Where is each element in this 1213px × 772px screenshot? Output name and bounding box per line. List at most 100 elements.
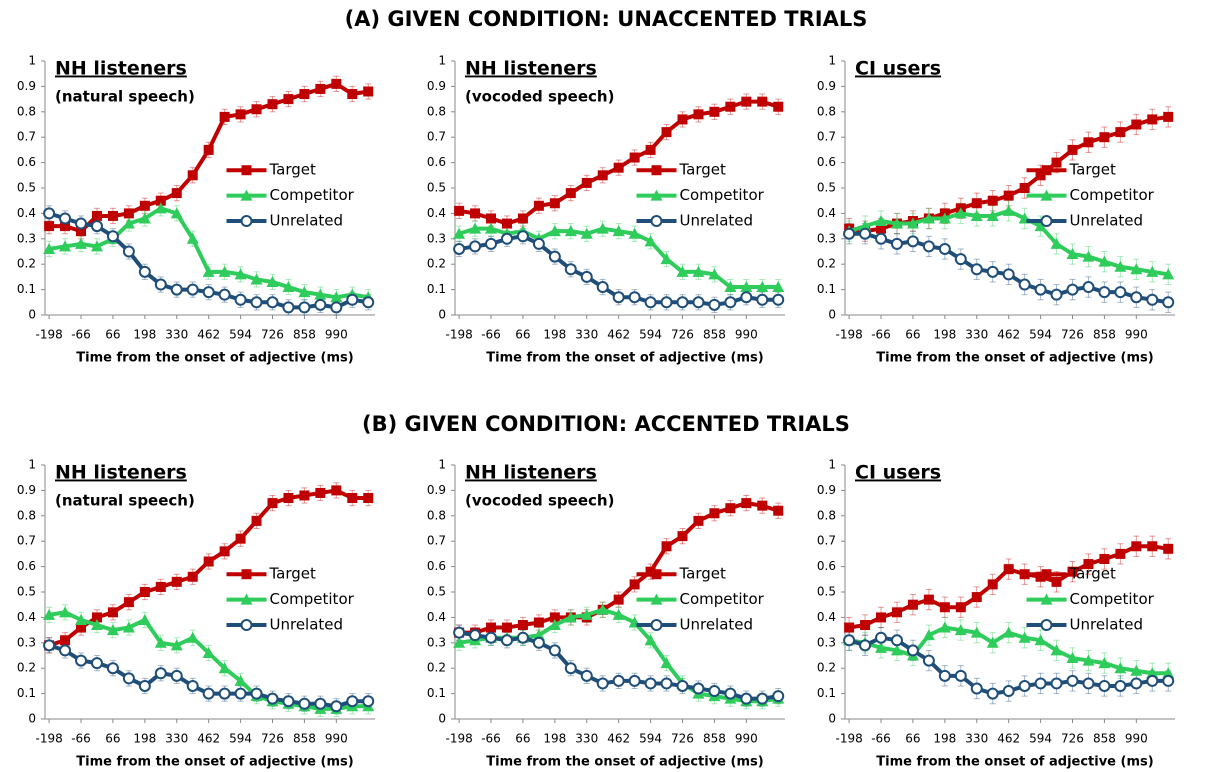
y-tick-label: 0.7 [17,534,36,548]
marker [1162,674,1175,687]
marker [596,677,609,690]
marker [1002,204,1015,216]
marker [202,687,215,700]
marker [170,639,183,651]
marker [187,571,198,582]
marker [549,198,560,209]
marker [922,654,935,667]
marker [692,296,705,309]
marker [773,505,784,516]
marker [1131,541,1142,552]
marker [876,223,887,234]
marker [772,690,785,703]
marker [75,217,88,230]
marker [517,213,528,224]
marker [1099,553,1110,564]
legend-label: Target [679,565,727,583]
y-tick-label: 0.5 [427,585,446,599]
marker [740,291,753,304]
y-tick-label: 0.3 [427,635,446,649]
marker [43,639,56,652]
marker [485,222,498,234]
marker [1051,576,1062,587]
marker [267,99,278,110]
marker [186,679,199,692]
marker [725,503,736,514]
legend-label: Competitor [680,186,765,204]
marker [613,162,624,173]
section-heading: (B) GIVEN CONDITION: ACCENTED TRIALS [362,412,850,436]
marker [533,200,544,211]
x-tick-label: -66 [481,328,501,342]
legend-label: Competitor [680,590,765,608]
marker [1066,652,1079,664]
x-axis-label: Time from the onset of adjective (ms) [76,351,353,366]
marker [580,227,593,239]
marker [676,296,689,309]
marker [251,104,262,115]
marker [580,669,593,682]
marker [922,240,935,253]
y-tick-label: 0.3 [427,231,446,245]
legend-label: Target [1069,565,1117,583]
y-tick-label: 0.7 [427,130,446,144]
marker [202,265,215,277]
x-tick-label: 198 [543,732,566,746]
marker [155,581,166,592]
marker [1147,541,1158,552]
marker [661,127,672,138]
marker [122,672,135,685]
marker [1002,268,1015,281]
y-tick-label: 0.4 [17,206,36,220]
x-axis-label: Time from the onset of adjective (ms) [76,755,353,770]
marker [453,227,466,239]
marker [923,594,934,605]
panel-title: CI users [855,462,941,484]
marker [59,212,72,225]
legend-marker [241,569,252,580]
x-axis-label: Time from the onset of adjective (ms) [876,351,1153,366]
marker [660,296,673,309]
y-tick-label: 0 [28,712,36,726]
marker [219,546,230,557]
marker [1115,127,1126,138]
marker [75,654,88,667]
y-tick-label: 0.9 [427,79,446,93]
marker [44,221,55,232]
marker [596,281,609,294]
x-tick-label: -198 [835,732,862,746]
marker [890,644,903,656]
legend-marker [650,215,663,228]
marker [314,298,327,311]
x-tick-label: 66 [905,328,920,342]
y-tick-label: 0.1 [427,282,446,296]
marker [938,669,951,682]
x-tick-label: -198 [445,732,472,746]
marker [677,114,688,125]
marker [1098,657,1111,669]
marker [1018,631,1031,643]
marker [1130,664,1143,676]
marker [938,212,951,224]
marker [330,700,343,713]
section-heading: (A) GIVEN CONDITION: UNACCENTED TRIALS [345,7,868,31]
y-tick-label: 0 [438,712,446,726]
marker [533,617,544,628]
legend-label: Target [269,565,317,583]
panel-title: NH listeners [465,58,597,80]
marker [660,677,673,690]
marker [139,587,150,597]
y-tick-label: 0.9 [17,483,36,497]
panel-title: NH listeners [465,462,597,484]
marker [1034,283,1047,296]
marker [1162,296,1175,309]
marker [1018,679,1031,692]
y-tick-label: 0.4 [817,206,836,220]
y-tick-label: 0.3 [17,231,36,245]
marker [907,599,918,610]
marker [859,220,872,232]
marker [107,607,118,618]
x-tick-label: 858 [293,328,316,342]
y-tick-label: 0.8 [427,104,446,118]
legend-marker [241,165,252,176]
